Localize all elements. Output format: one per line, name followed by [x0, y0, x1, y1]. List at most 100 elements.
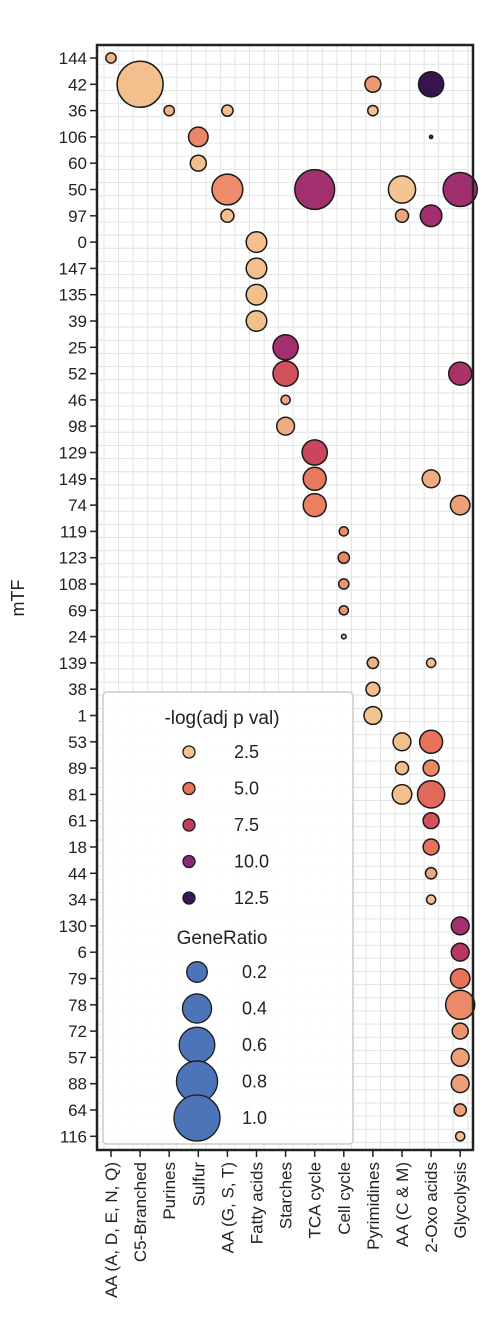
y-tick-label: 106 — [59, 128, 87, 147]
y-tick-label: 25 — [68, 338, 87, 357]
data-point — [272, 333, 299, 361]
y-tick-label: 147 — [59, 259, 87, 278]
data-point — [163, 104, 176, 117]
x-tick-label: Pyrimidines — [364, 1162, 383, 1250]
data-point — [367, 104, 379, 117]
y-tick-label: 139 — [59, 654, 87, 673]
legend-size-swatch — [186, 961, 208, 983]
data-point — [450, 1047, 470, 1068]
y-tick-label: 50 — [68, 181, 87, 200]
y-tick-label: 6 — [78, 943, 87, 962]
data-point — [189, 154, 208, 172]
data-point — [302, 466, 327, 492]
legend-color-swatch — [182, 818, 196, 832]
y-tick-label: 57 — [68, 1048, 87, 1067]
data-point — [428, 134, 434, 140]
y-tick-label: 98 — [68, 417, 87, 436]
legend-color-label: 2.5 — [234, 742, 259, 762]
data-point — [245, 257, 268, 280]
data-point — [338, 604, 350, 616]
data-point — [337, 551, 351, 565]
data-point — [447, 361, 473, 386]
data-point — [338, 526, 350, 537]
data-point — [451, 1022, 469, 1040]
data-point — [272, 360, 299, 387]
data-point — [364, 75, 382, 94]
legend-color-label: 7.5 — [234, 815, 259, 835]
y-tick-label: 108 — [59, 575, 87, 594]
x-tick-label: Fatty acids — [248, 1162, 267, 1244]
data-point — [365, 681, 381, 697]
legend-color-swatch — [182, 745, 196, 759]
y-tick-label: 64 — [68, 1101, 87, 1120]
data-point — [220, 208, 235, 224]
y-tick-label: 18 — [68, 838, 87, 857]
legend-color-label: 10.0 — [234, 852, 269, 872]
y-tick-label: 116 — [60, 1127, 87, 1146]
y-tick-label: 38 — [68, 680, 87, 699]
y-tick-label: 39 — [68, 312, 87, 331]
legend-color-items: 2.5 5.0 7.5 10.0 12.5 — [182, 742, 269, 908]
legend-size-items: 0.2 0.4 0.6 0.8 1.0 — [173, 961, 267, 1142]
data-point — [449, 967, 471, 990]
legend-size-label: 0.6 — [242, 1035, 267, 1055]
data-points — [105, 52, 479, 1142]
legend-color-title: -log(adj p val) — [164, 708, 279, 729]
x-axis-ticks: AA (A, D, E, N, Q) C5-Branched Purines Sulf… — [102, 1150, 470, 1298]
y-tick-label: 0 — [78, 233, 87, 252]
legend-size-label: 0.4 — [242, 999, 267, 1019]
legend-size-label: 1.0 — [242, 1108, 267, 1128]
data-point — [425, 894, 437, 905]
data-point — [245, 309, 268, 333]
y-tick-label: 81 — [68, 785, 87, 804]
data-point — [450, 1074, 470, 1094]
y-tick-label: 129 — [59, 444, 87, 463]
data-point — [245, 283, 268, 306]
legend-color-label: 12.5 — [234, 888, 269, 908]
legend-color-swatch — [182, 891, 196, 905]
data-point — [450, 916, 470, 936]
y-tick-label: 72 — [68, 1022, 87, 1041]
data-point — [442, 171, 479, 208]
data-point — [444, 989, 476, 1021]
y-tick-label: 97 — [68, 207, 87, 226]
legend-color-label: 5.0 — [234, 779, 259, 799]
x-tick-label: AA (A, D, E, N, Q) — [102, 1162, 121, 1298]
y-tick-label: 78 — [68, 996, 87, 1015]
y-tick-label: 60 — [68, 154, 87, 173]
x-tick-label: TCA cycle — [306, 1162, 325, 1239]
data-point — [422, 811, 440, 830]
data-point — [245, 231, 268, 254]
x-tick-label: Glycolysis — [451, 1162, 470, 1239]
x-tick-label: AA (C & M) — [393, 1162, 412, 1247]
y-axis-label: mTF — [8, 580, 28, 617]
data-point — [221, 104, 234, 117]
legend-size-swatch — [173, 1094, 221, 1142]
y-tick-label: 53 — [68, 733, 87, 752]
data-point — [418, 729, 444, 755]
legend-size-swatch — [181, 993, 213, 1024]
data-point — [425, 657, 437, 669]
legend-size-swatch — [178, 1026, 216, 1064]
data-point — [419, 204, 443, 228]
data-point — [275, 416, 296, 436]
data-point — [391, 783, 413, 805]
data-point — [417, 70, 445, 98]
x-tick-label: 2-Oxo acids — [422, 1162, 441, 1253]
data-point — [394, 760, 410, 776]
y-tick-label: 89 — [68, 759, 87, 778]
data-point — [454, 1130, 466, 1142]
x-tick-label: Purines — [160, 1162, 179, 1220]
data-point — [301, 439, 329, 466]
data-point — [340, 633, 347, 640]
data-point — [392, 732, 412, 752]
data-point — [421, 469, 441, 489]
data-point — [424, 866, 438, 880]
y-tick-label: 74 — [68, 496, 87, 515]
data-point — [394, 208, 410, 224]
x-tick-label: Cell cycle — [335, 1162, 354, 1235]
y-tick-label: 69 — [68, 601, 87, 620]
data-point — [337, 578, 350, 590]
data-point — [116, 60, 164, 109]
